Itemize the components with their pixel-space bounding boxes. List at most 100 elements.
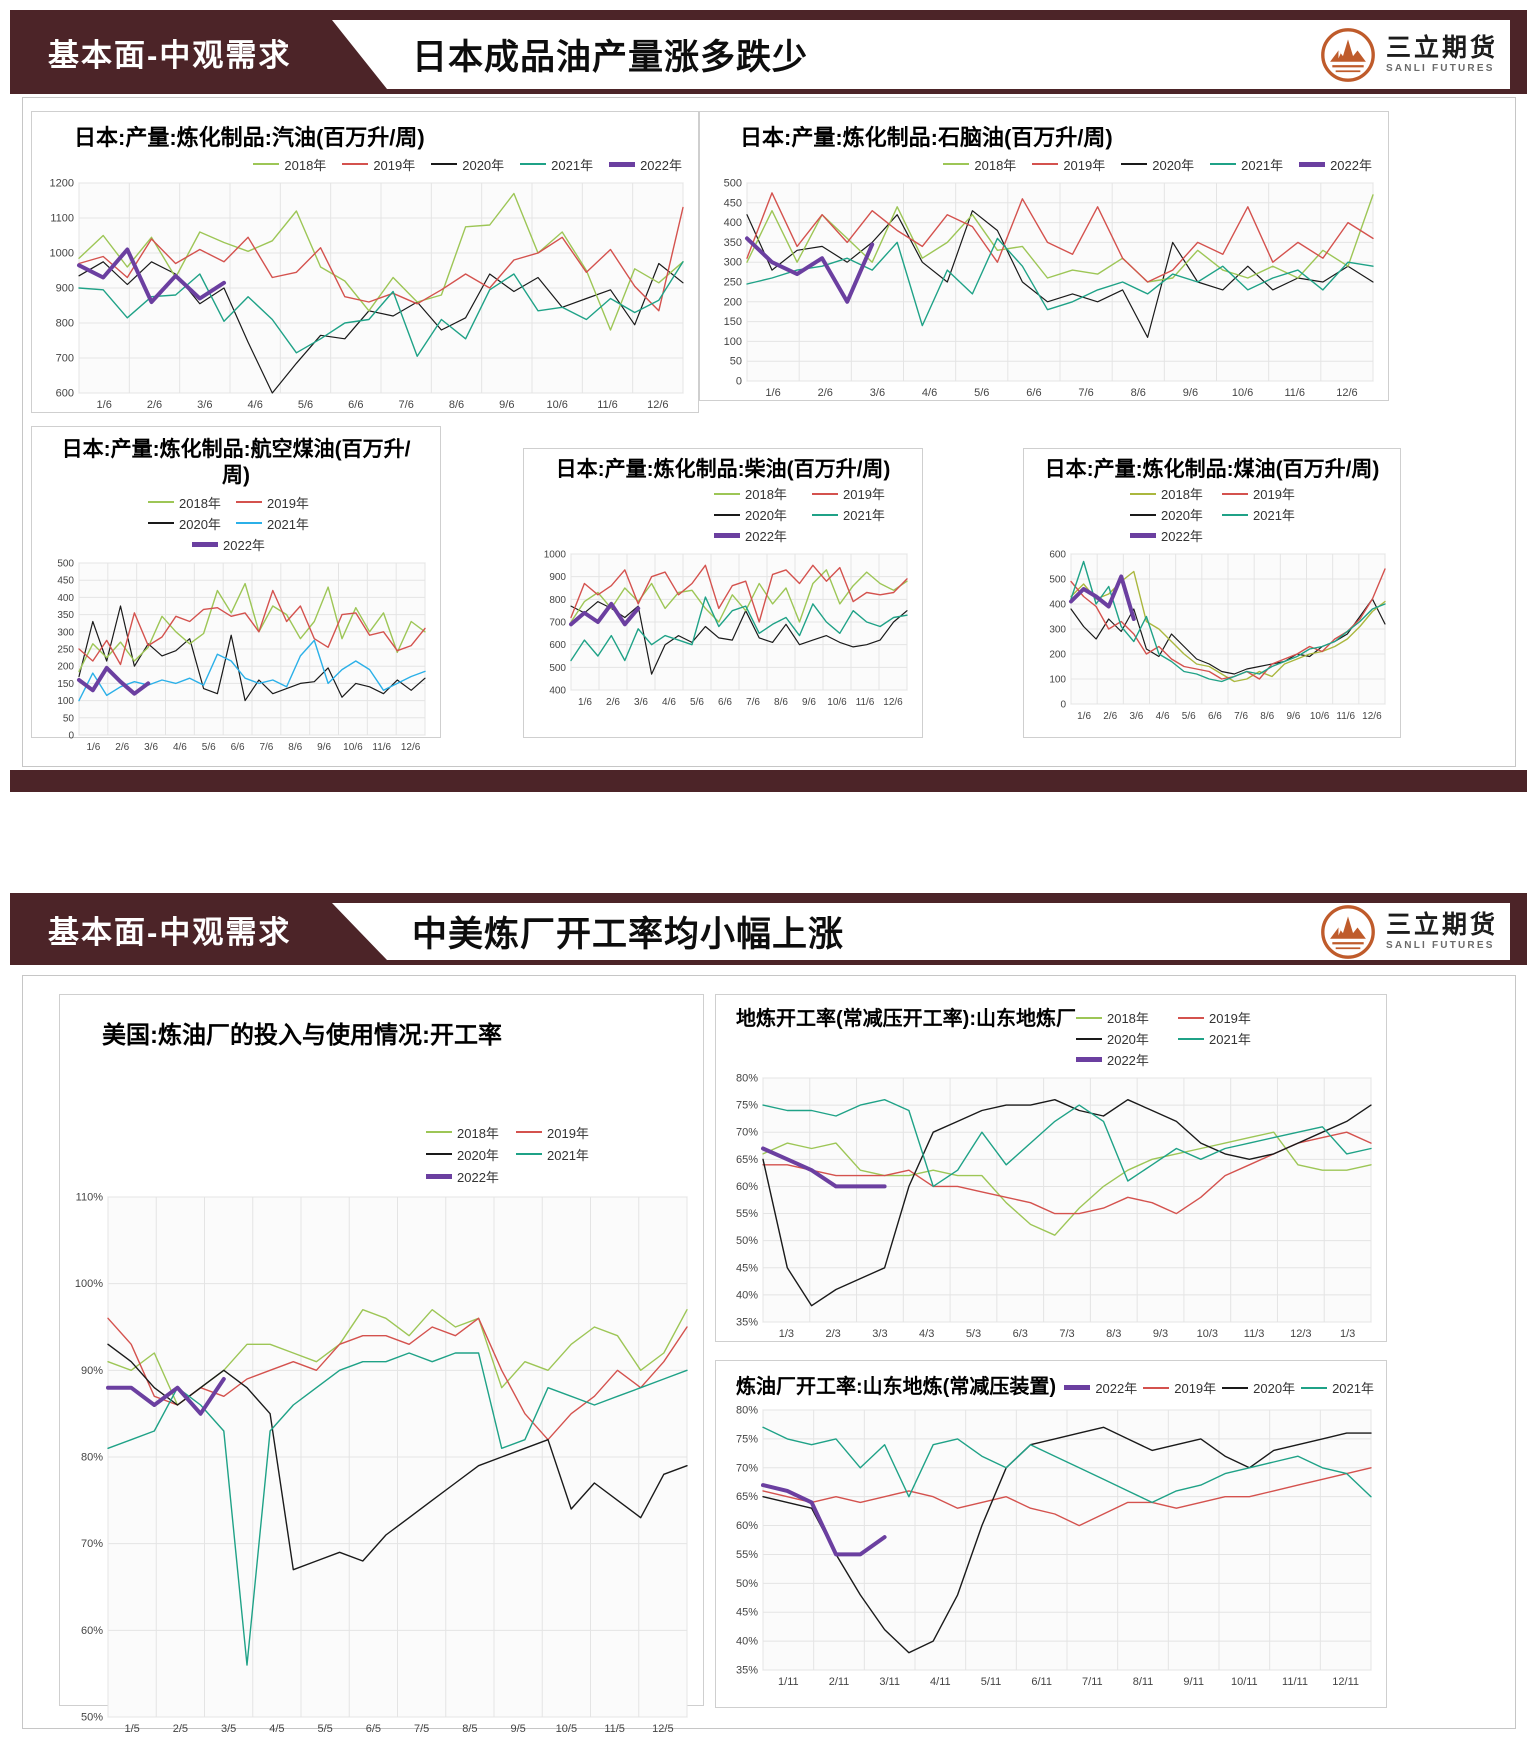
y-axis-label: 400	[724, 217, 742, 229]
x-axis-label: 1/5	[124, 1723, 139, 1735]
legend-swatch	[1075, 1037, 1102, 1040]
legend-label: 2021年	[551, 157, 594, 173]
x-axis-label: 2/3	[826, 1328, 841, 1340]
legend-label: 2022年	[1106, 1053, 1149, 1068]
legend-swatch	[1222, 1386, 1249, 1389]
series-line-2022年	[569, 602, 641, 627]
x-axis-label: 11/6	[597, 399, 618, 411]
y-axis-label: 150	[724, 316, 742, 328]
legend-swatch	[148, 522, 174, 524]
y-axis-label: 600	[549, 640, 566, 651]
y-axis-label: 50%	[736, 1235, 758, 1247]
legend-item: 2021年	[1301, 1378, 1374, 1397]
chart-legend: 2018年 2019年 2020年 2021年 2022年	[1075, 1007, 1378, 1070]
legend-label: 2022年	[223, 537, 265, 553]
y-axis-label: 100	[1049, 675, 1066, 686]
legend-swatch	[431, 163, 458, 165]
x-axis-label: 5/6	[298, 399, 313, 411]
legend-item: 2020年	[431, 155, 504, 174]
diesel-line-chart: 400 500 600 700 800 900 1000 1/6 2/6 3/6 4/6 5/6 6/6…	[544, 550, 908, 708]
y-axis-label: 40%	[736, 1636, 758, 1648]
x-axis-label: 9/6	[317, 742, 331, 753]
y-axis-label: 350	[57, 610, 74, 621]
chart-legend: 2018年 2019年 2020年 2021年 2022年	[700, 154, 1388, 175]
y-axis-label: 600	[1049, 550, 1066, 561]
x-axis-label: 7/11	[1082, 1676, 1103, 1688]
legend-swatch	[520, 163, 547, 165]
chart-panel-gasoline: 日本:产量:炼化制品:汽油(百万升/周) 2018年 2019年 2020年 2021…	[31, 111, 699, 413]
x-axis-label: 12/5	[652, 1723, 673, 1735]
legend-swatch	[426, 1131, 452, 1133]
legend-label: 2022年	[745, 529, 787, 545]
legend-item: 2018年	[426, 1122, 510, 1142]
sanli-logo: 三立期货 SANLI FUTURES	[1320, 904, 1498, 960]
legend-label: 2022年	[1161, 529, 1203, 545]
legend-swatch	[1222, 492, 1248, 495]
slide1-content: 日本:产量:炼化制品:汽油(百万升/周) 2018年 2019年 2020年 2021…	[22, 97, 1516, 767]
x-axis-label: 1/6	[97, 399, 112, 411]
y-axis-label: 50%	[736, 1578, 758, 1590]
chart-legend: 2018年 2019年 2020年 2021年 2022年	[32, 154, 698, 175]
y-axis-label: 90%	[81, 1365, 103, 1377]
legend-item: 2022年	[1130, 526, 1216, 545]
x-axis-label: 7/6	[746, 697, 760, 708]
legend-item: 2021年	[1222, 505, 1308, 524]
x-axis-label: 1/3	[779, 1328, 794, 1340]
chart-legend: 2018年 2019年 2020年 2021年 2022年	[714, 483, 914, 546]
series-line-2020年	[746, 209, 1374, 338]
logo-text: 三立期货 SANLI FUTURES	[1386, 911, 1498, 951]
x-axis-label: 5/3	[966, 1328, 981, 1340]
x-axis-label: 3/6	[634, 697, 648, 708]
y-axis-label: 60%	[81, 1625, 103, 1637]
y-axis-label: 600	[56, 387, 74, 399]
x-axis-label: 2/6	[1103, 711, 1117, 722]
legend-label: 2018年	[457, 1125, 499, 1141]
y-axis-label: 500	[549, 663, 566, 674]
y-axis-label: 200	[1049, 650, 1066, 661]
naphtha-line-chart: 0 50 100 150 200 250 300 350 400 450 500 1/6 2/6 3/6 4…	[724, 177, 1374, 399]
legend-swatch	[516, 1131, 542, 1133]
legend-item: 2019年	[342, 155, 415, 174]
y-axis-label: 80%	[81, 1452, 103, 1464]
x-axis-label: 6/6	[1208, 711, 1222, 722]
logo-mountain-icon	[1321, 904, 1375, 959]
slide2-page-title: 中美炼厂开工率均小幅上涨	[412, 915, 845, 954]
shandong-cdu-line-chart: 35% 40% 45% 50% 55% 60% 65% 70% 75% 80% 1/11 2/11 3/…	[736, 1405, 1372, 1688]
x-axis-label: 10/6	[343, 742, 363, 753]
series-line-2021年	[762, 1099, 1372, 1188]
x-axis-label: 10/6	[546, 399, 567, 411]
chart-title: 日本:产量:炼化制品:柴油(百万升/周)	[555, 458, 891, 481]
chart-title: 日本:产量:炼化制品:航空煤油(百万升/周)	[61, 438, 411, 488]
legend-label: 2021年	[1253, 508, 1295, 524]
y-axis-label: 50	[63, 713, 75, 724]
legend-swatch	[1177, 1037, 1204, 1040]
x-axis-label: 12/6	[647, 399, 668, 411]
series-line-2019年	[570, 564, 908, 623]
legend-label: 2019年	[1253, 487, 1295, 503]
x-axis-label: 9/3	[1153, 1328, 1168, 1340]
x-axis-label: 8/5	[462, 1723, 477, 1735]
y-axis-label: 300	[1049, 625, 1066, 636]
legend-label: 2020年	[1152, 157, 1195, 173]
y-axis-label: 65%	[736, 1154, 758, 1166]
y-axis-label: 350	[724, 236, 742, 248]
legend-item: 2018年	[943, 155, 1016, 174]
chart-legend: 2018年 2019年 2020年 2021年 2022年	[106, 492, 366, 555]
slide2-header-band: 基本面-中观需求 中美炼厂开工率均小幅上涨 三立期货 SANLI FUTURES	[10, 893, 1527, 965]
legend-item: 2022年	[609, 155, 682, 174]
x-axis-label: 6/6	[231, 742, 245, 753]
x-axis-label: 9/5	[510, 1723, 525, 1735]
chart-title: 日本:产量:炼化制品:煤油(百万升/周)	[1044, 458, 1380, 481]
x-axis-label: 11/6	[856, 697, 875, 708]
x-axis-label: 8/6	[1131, 387, 1146, 399]
y-axis-label: 80%	[736, 1405, 758, 1417]
legend-label: 2022年	[640, 157, 682, 173]
y-axis-label: 60%	[736, 1520, 758, 1532]
y-axis-label: 75%	[736, 1433, 758, 1445]
series-line-2021年	[746, 237, 1374, 326]
x-axis-label: 2/6	[606, 697, 620, 708]
y-axis-label: 1100	[50, 212, 74, 224]
y-axis-label: 35%	[736, 1317, 758, 1329]
x-axis-label: 9/6	[802, 697, 816, 708]
y-axis-label: 60%	[736, 1181, 758, 1193]
